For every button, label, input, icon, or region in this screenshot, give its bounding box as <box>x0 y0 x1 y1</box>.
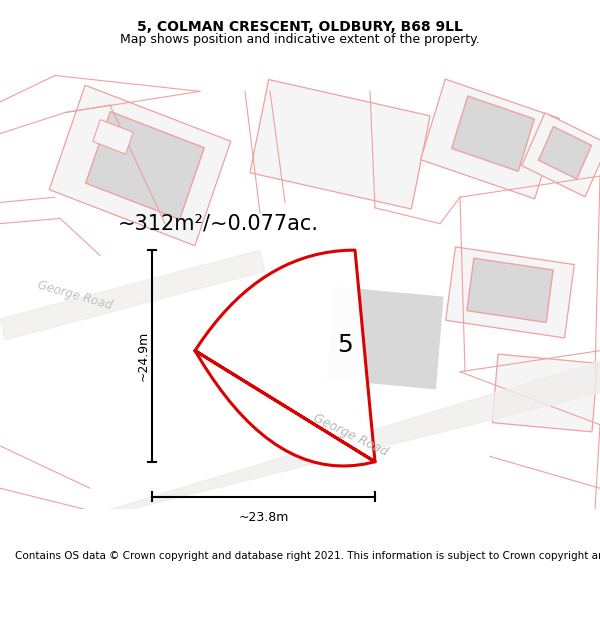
Polygon shape <box>0 250 265 340</box>
Polygon shape <box>250 79 430 209</box>
Text: 5: 5 <box>337 333 353 357</box>
Polygon shape <box>467 258 553 322</box>
Text: ~24.9m: ~24.9m <box>137 331 149 381</box>
Polygon shape <box>110 361 600 509</box>
Text: George Road: George Road <box>36 279 114 312</box>
Polygon shape <box>86 111 204 219</box>
Polygon shape <box>195 250 375 466</box>
Text: ~23.8m: ~23.8m <box>238 511 289 524</box>
Polygon shape <box>326 286 443 389</box>
Text: Contains OS data © Crown copyright and database right 2021. This information is : Contains OS data © Crown copyright and d… <box>15 551 600 561</box>
Polygon shape <box>421 79 559 199</box>
Polygon shape <box>493 354 598 432</box>
Text: Map shows position and indicative extent of the property.: Map shows position and indicative extent… <box>120 33 480 46</box>
Polygon shape <box>452 96 535 171</box>
Polygon shape <box>539 127 592 179</box>
Polygon shape <box>521 113 600 197</box>
Polygon shape <box>446 247 574 338</box>
Text: ~312m²/~0.077ac.: ~312m²/~0.077ac. <box>118 214 319 234</box>
Text: George Road: George Road <box>311 412 389 459</box>
Polygon shape <box>49 85 231 246</box>
Polygon shape <box>93 119 133 154</box>
Text: 5, COLMAN CRESCENT, OLDBURY, B68 9LL: 5, COLMAN CRESCENT, OLDBURY, B68 9LL <box>137 20 463 34</box>
